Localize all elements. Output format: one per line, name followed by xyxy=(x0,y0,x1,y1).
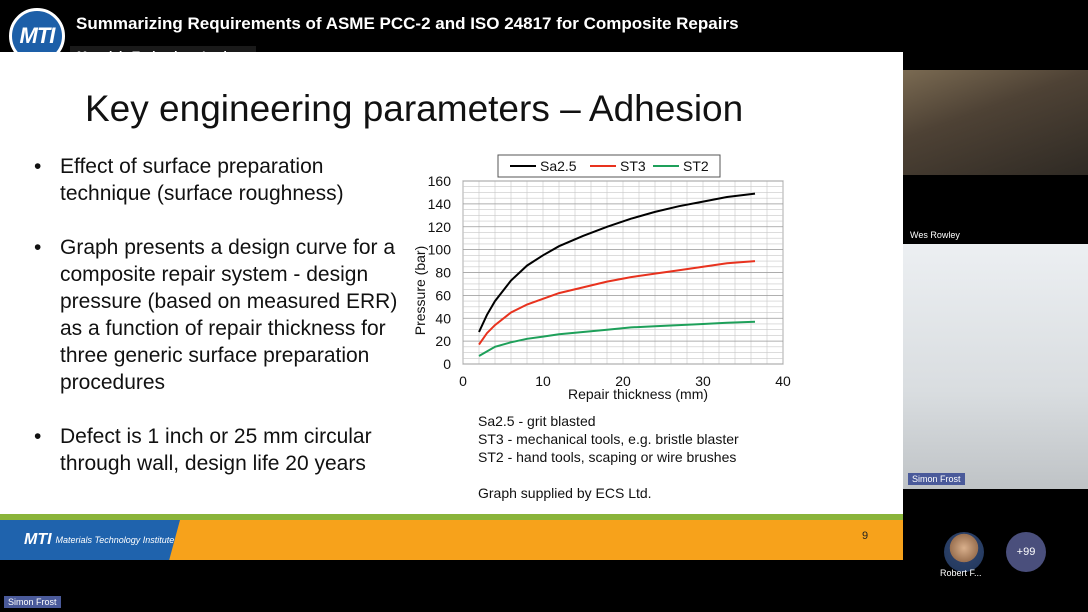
bullet-item: Defect is 1 inch or 25 mm circular throu… xyxy=(34,423,404,477)
note-line: ST2 - hand tools, scaping or wire brushe… xyxy=(478,449,737,465)
footer-logo: MTI Materials Technology Institute xyxy=(0,520,180,560)
note-line: ST3 - mechanical tools, e.g. bristle bla… xyxy=(478,431,739,447)
x-tick-label: 20 xyxy=(615,373,631,389)
active-speaker-name: Simon Frost xyxy=(4,596,61,608)
avatar-robert[interactable] xyxy=(944,532,984,572)
note-line: Sa2.5 - grit blasted xyxy=(478,413,596,429)
y-tick-label: 80 xyxy=(435,265,451,281)
y-tick-label: 20 xyxy=(435,333,451,349)
meeting-title: Summarizing Requirements of ASME PCC-2 a… xyxy=(76,14,739,33)
footer-divider xyxy=(0,514,903,520)
x-axis-label: Repair thickness (mm) xyxy=(568,386,708,402)
x-tick-label: 30 xyxy=(695,373,711,389)
shared-slide: Key engineering parameters – Adhesion Ef… xyxy=(0,52,903,560)
footer-logo-mark: MTI xyxy=(24,531,52,548)
more-participants-badge[interactable]: +99 xyxy=(1006,532,1046,572)
bullet-list: Effect of surface preparation technique … xyxy=(34,153,404,504)
series-line-sa25 xyxy=(478,192,756,333)
video-tile-simon[interactable] xyxy=(903,244,1088,489)
page-number: 9 xyxy=(862,530,869,542)
bullet-item: Graph presents a design curve for a comp… xyxy=(34,234,404,396)
video-tile-wes[interactable] xyxy=(903,70,1088,175)
series-line-st2 xyxy=(478,320,756,357)
y-tick-label: 140 xyxy=(428,196,452,212)
y-tick-label: 60 xyxy=(435,287,451,303)
chart-notes: Sa2.5 - grit blasted ST3 - mechanical to… xyxy=(478,412,739,502)
top-bar: MTI Summarizing Requirements of ASME PCC… xyxy=(0,0,1088,66)
x-tick-label: 10 xyxy=(535,373,551,389)
y-tick-label: 120 xyxy=(428,219,452,235)
participant-name-simon: Simon Frost xyxy=(908,473,965,485)
y-tick-label: 0 xyxy=(443,356,451,372)
x-tick-label: 0 xyxy=(459,373,467,389)
slide-title: Key engineering parameters – Adhesion xyxy=(85,88,744,129)
footer-org-name: Materials Technology Institute xyxy=(55,535,175,545)
participant-name-robert: Robert F... xyxy=(940,568,982,578)
logo-text: MTI xyxy=(19,23,56,48)
graph-credit: Graph supplied by ECS Ltd. xyxy=(478,485,652,501)
bullet-item: Effect of surface preparation technique … xyxy=(34,153,404,207)
y-tick-label: 40 xyxy=(435,310,451,326)
slide-footer: MTI Materials Technology Institute 9 xyxy=(0,514,903,560)
participant-name-wes: Wes Rowley xyxy=(910,230,960,240)
y-axis-label: Pressure (bar) xyxy=(412,246,428,335)
series-line-st3 xyxy=(478,260,756,346)
pressure-thickness-chart: 0 20 40 60 80 100 120 140 160 0 10 20 30 40 Repair thi… xyxy=(412,154,791,402)
y-tick-label: 100 xyxy=(428,242,452,258)
legend-label: Sa2.5 xyxy=(540,158,577,174)
legend-label: ST3 xyxy=(620,158,646,174)
y-tick-label: 160 xyxy=(428,173,452,189)
x-tick-label: 40 xyxy=(775,373,791,389)
legend-label: ST2 xyxy=(683,158,709,174)
